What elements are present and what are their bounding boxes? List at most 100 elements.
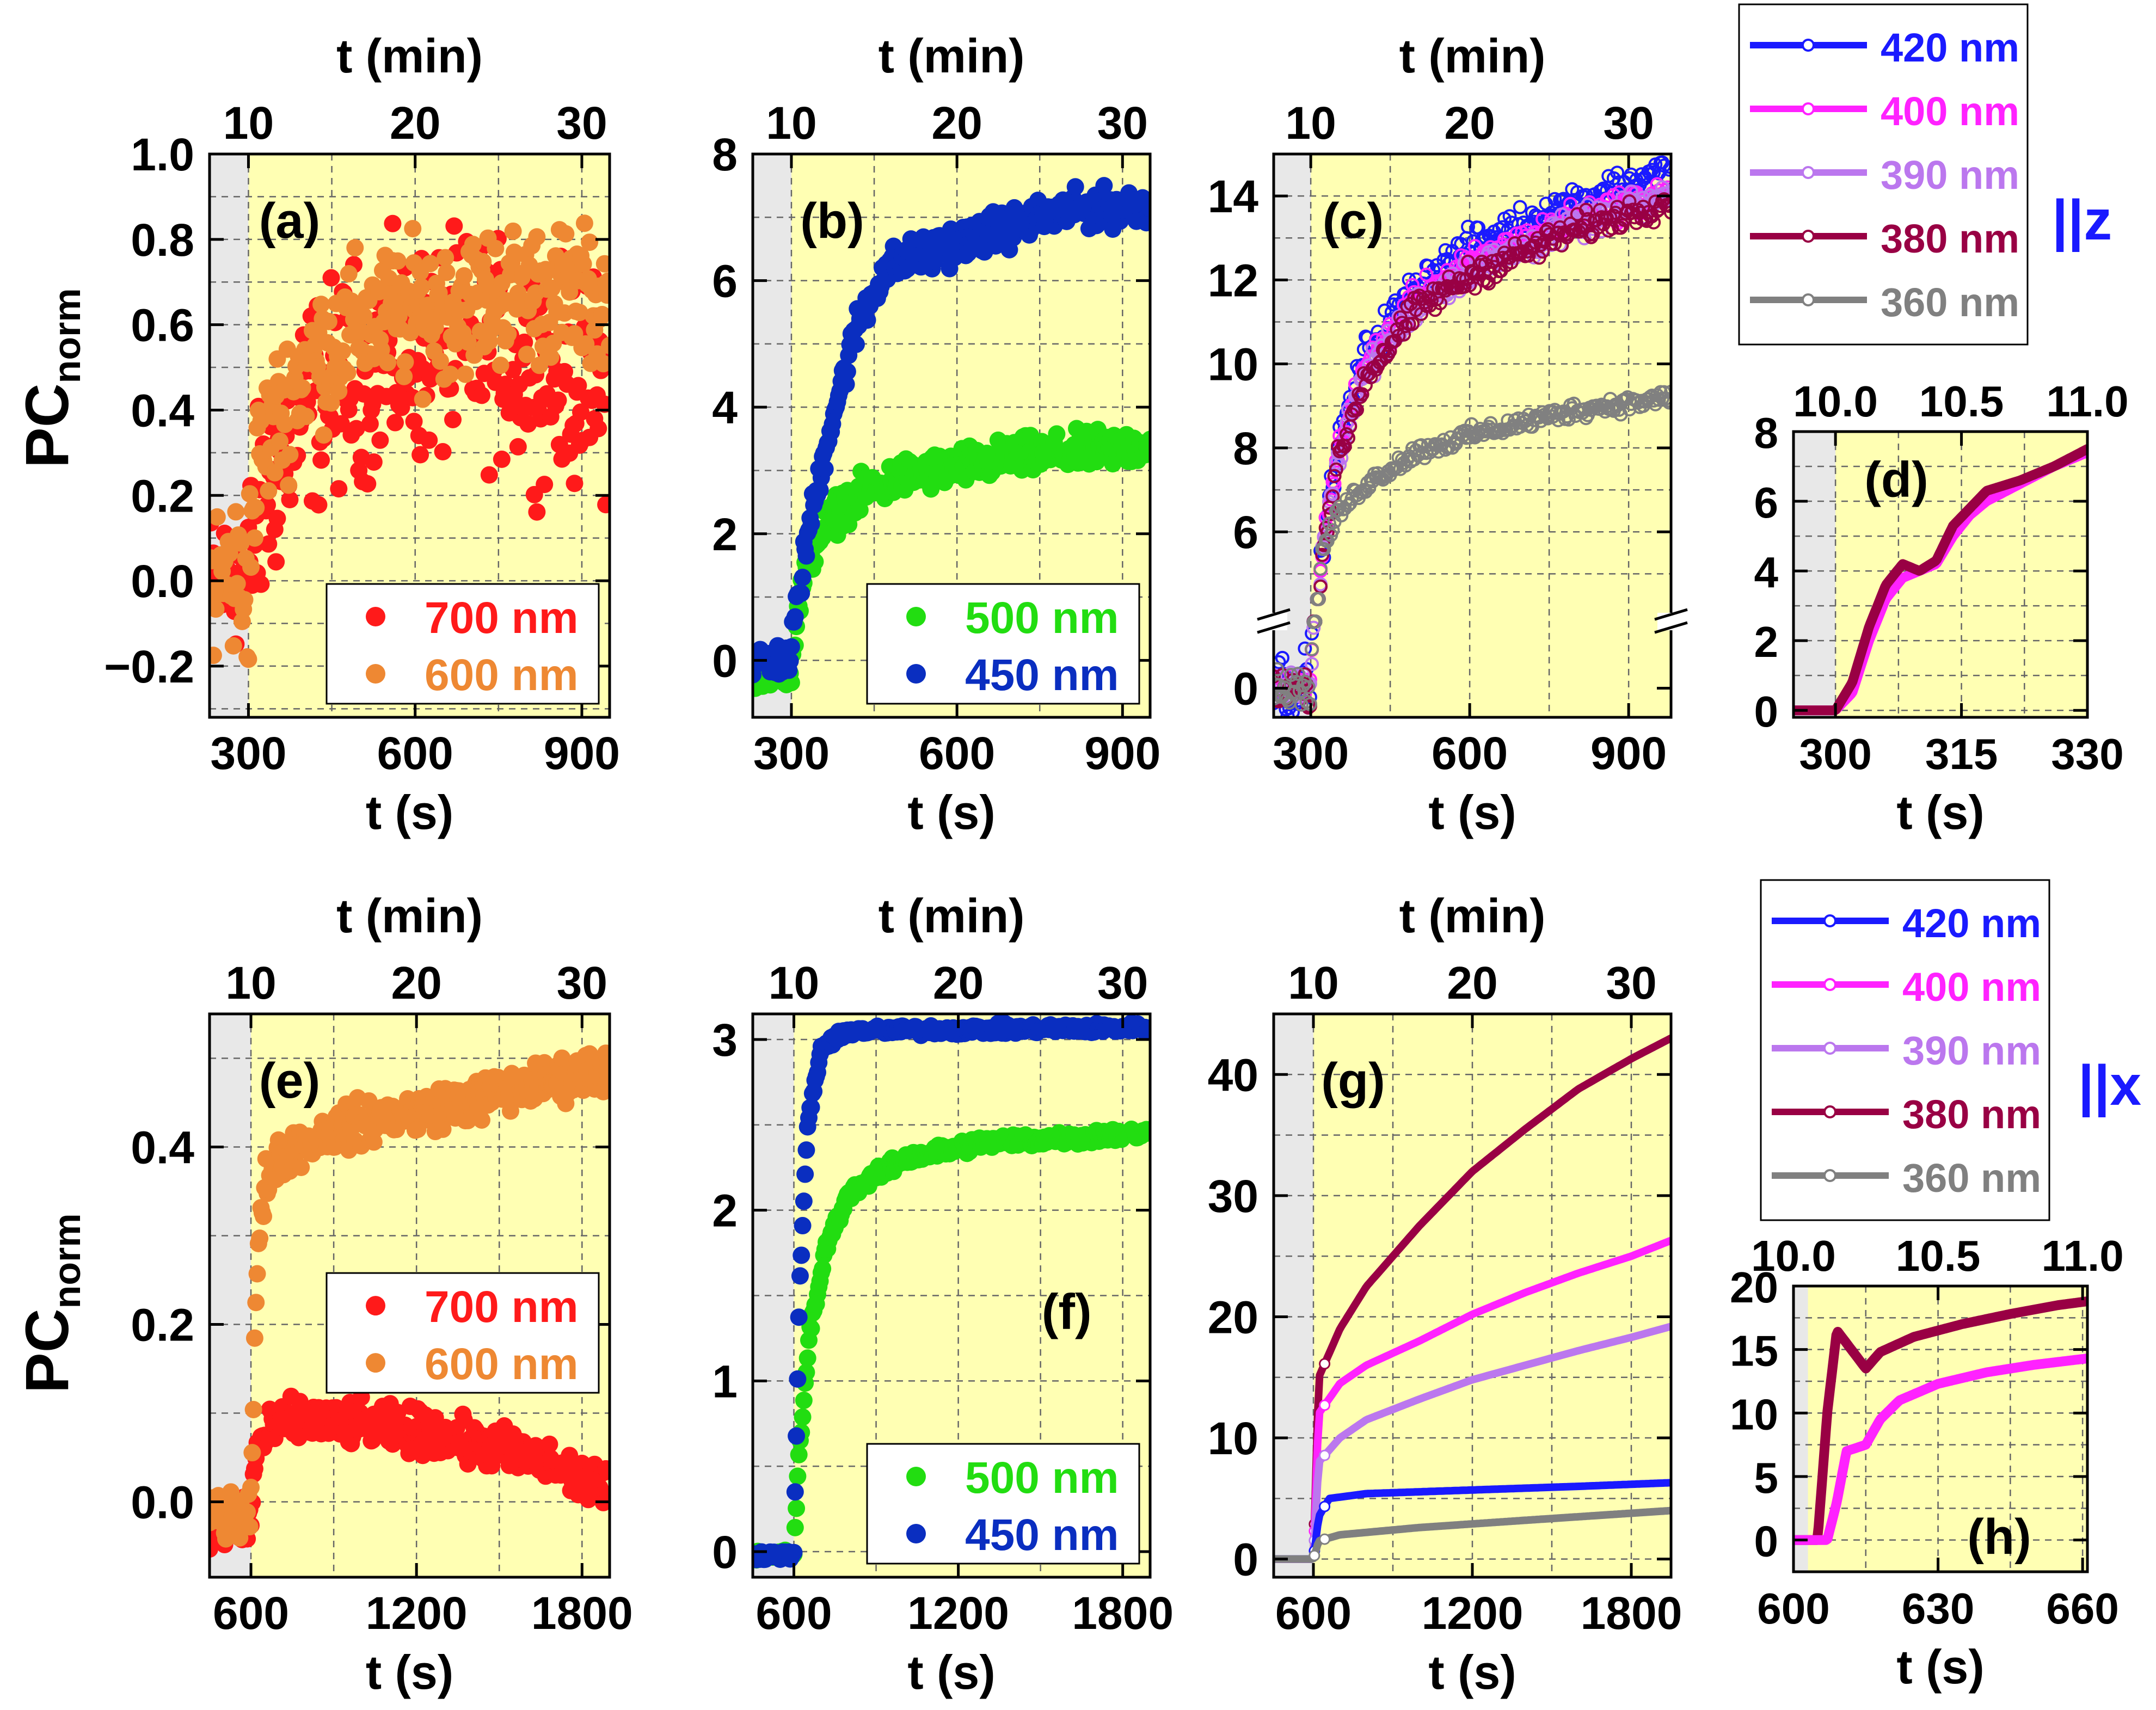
legend-x-label: ||x [2078,1054,2141,1118]
legend-marker [1823,1169,1836,1182]
data-point-600-nm [599,272,610,290]
data-point-600-nm [459,333,477,351]
plot-frame [208,1012,611,1579]
series-group [1793,1296,2087,1545]
data-point-700-nm [472,386,490,404]
data-point-380-nm [1580,212,1595,226]
data-point-600-nm [228,575,246,593]
legend-label: 400 nm [1881,89,2019,134]
legend-label: 500 nm [965,593,1119,643]
series-group [1793,444,2087,716]
x-axis-label: t (s) [907,1645,995,1699]
data-point-450-nm [847,335,865,353]
series-line-420-nm [1274,1479,1671,1563]
data-point-600-nm [581,233,599,251]
data-point-600-nm [238,1503,256,1521]
data-point-600-nm [372,341,390,359]
series-line-390-nm [1274,1323,1671,1563]
data-point-450-nm [797,547,815,565]
data-point-700-nm [365,453,383,471]
data-point-600-nm [414,390,432,408]
data-point-450-nm [795,1192,813,1210]
data-point-450-nm [781,652,799,670]
plot-frame [751,152,1152,719]
data-point-600-nm [431,352,449,370]
data-point-450-nm [802,515,820,533]
data-point-700-nm [322,269,340,287]
data-point-600-nm [243,1444,261,1462]
y-tick-label: 0 [1754,687,1779,736]
data-point-700-nm [260,535,278,553]
top-tick-label: 30 [1097,957,1148,1008]
series-group [753,177,1150,697]
data-point-700-nm [569,377,587,395]
dark-region [1793,432,1836,717]
y-tick-label: 2 [712,509,738,560]
data-point-600-nm [499,325,517,343]
legend-label: 390 nm [1881,152,2019,198]
data-point-600-nm [598,286,610,304]
legend-box [325,1272,600,1394]
data-point-450-nm [1138,214,1150,232]
y-tick-label: 3 [712,1014,738,1066]
x-tick-label: 600 [213,1588,289,1639]
data-point-390-nm [1306,620,1321,635]
data-point-700-nm [589,420,607,438]
legend-label: 380 nm [1902,1092,2041,1137]
plot-frame [208,152,611,719]
top-tick-label: 30 [1603,97,1654,149]
y-tick-label: 0 [1754,1517,1779,1566]
data-point-600-nm [242,558,260,576]
data-point-380-nm [1613,220,1628,235]
data-point-380-nm [1327,469,1342,483]
data-point-450-nm [816,460,834,478]
data-point-600-nm [245,1329,263,1347]
series-group [210,214,610,668]
top-axis-label: t (min) [1399,29,1546,83]
top-tick-label: 11.0 [2041,1232,2123,1280]
data-point-400-nm [1319,1399,1331,1411]
data-point-600-nm [601,336,610,354]
data-point-500-nm [786,1518,804,1536]
legend-marker [1802,39,1815,52]
data-point-380-nm [1274,669,1281,684]
legend-marker [1823,1105,1836,1118]
data-point-600-nm [504,222,522,240]
data-point-390-nm [1305,657,1319,672]
panel-label: (c) [1323,193,1384,249]
top-tick-label: 10 [1285,97,1336,149]
data-point-500-nm [790,1445,808,1463]
top-axis-label: t (min) [336,29,483,83]
top-tick-label: 10 [223,97,274,149]
data-point-600-nm [528,228,546,246]
x-tick-label: 600 [377,728,453,779]
y-tick-label: 5 [1754,1454,1779,1502]
legend-x: 420 nm 400 nm 390 nm 380 nm 360 nm [1760,879,2050,1221]
y-tick-label: 12 [1208,255,1258,306]
data-point-600-nm [220,545,238,563]
data-point-600-nm [340,265,358,283]
panel-g: 600 1200 1800 t (s) 0 10 20 30 40 10 20 30 t (min) (g… [1208,889,1682,1699]
data-point-700-nm [371,431,389,449]
data-point-450-nm [797,1141,815,1159]
data-point-700-nm [420,431,438,449]
plot-frame [1792,1284,2089,1573]
data-point-500-nm [798,1349,816,1367]
data-point-600-nm [593,306,610,324]
data-point-420-nm [1662,162,1671,177]
data-point-600-nm [437,249,454,267]
data-point-380-nm [1355,387,1369,402]
plot-frame [751,1012,1152,1579]
data-point-600-nm [413,278,431,296]
data-point-500-nm [1141,430,1150,448]
data-point-360-nm [1438,442,1453,457]
data-point-380-nm [1433,296,1448,311]
x-tick-label: 900 [1590,728,1667,779]
data-point-420-nm [1513,200,1527,214]
data-point-600-nm [574,255,592,273]
top-tick-label: 10 [769,957,819,1008]
data-point-600-nm [457,365,475,383]
data-point-420-nm [1547,192,1562,206]
legend-marker [1823,1042,1836,1055]
data-point-420-nm [1610,165,1625,180]
